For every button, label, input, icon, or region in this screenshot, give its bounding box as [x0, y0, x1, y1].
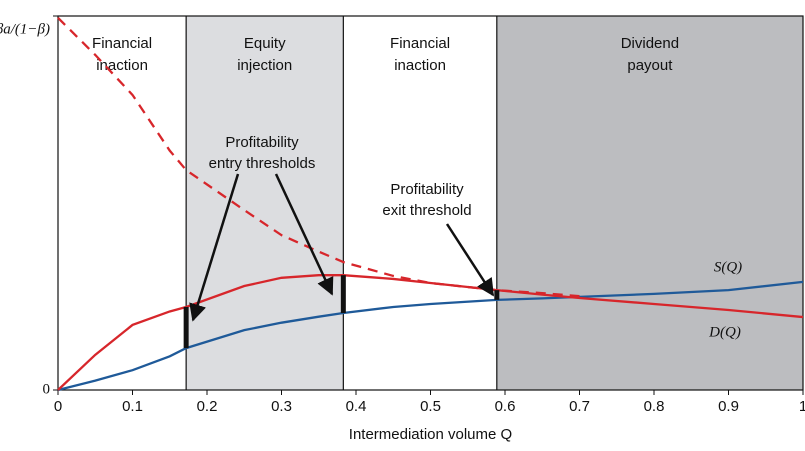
region [496, 16, 803, 390]
x-axis-label: Intermediation volume Q [349, 426, 512, 443]
series-label: D(Q) [708, 324, 741, 340]
region-label: Financial [92, 35, 152, 52]
x-tick-label: 0.9 [718, 398, 739, 415]
arrow [445, 223, 495, 297]
x-tick-label: 0.5 [420, 398, 441, 415]
region [58, 16, 187, 390]
x-tick-label: 1 [799, 398, 805, 415]
arrows [189, 173, 495, 322]
region-label: Dividend [621, 35, 679, 52]
x-tick-label: 0.7 [569, 398, 590, 415]
annotation: Profitability [225, 134, 299, 151]
x-tick-label: 0.2 [197, 398, 218, 415]
region [186, 16, 344, 390]
region-label: payout [627, 57, 673, 74]
region-label: injection [237, 57, 292, 74]
region-label: inaction [96, 57, 148, 74]
region [343, 16, 497, 390]
region-label: Equity [244, 35, 286, 52]
arrow [189, 173, 240, 322]
x-tick-label: 0 [54, 398, 62, 415]
x-tick-label: 0.3 [271, 398, 292, 415]
x-tick-label: 0.4 [346, 398, 367, 415]
arrow [274, 173, 334, 296]
y-tick-label: 0 [43, 381, 51, 397]
y-tick-label: βa/(1−β) [0, 21, 50, 37]
series-label: S(Q) [714, 259, 742, 275]
region-label: Financial [390, 35, 450, 52]
annotation: exit threshold [382, 202, 471, 219]
x-tick-label: 0.6 [495, 398, 516, 415]
x-tick-label: 0.1 [122, 398, 143, 415]
annotation: entry thresholds [209, 155, 316, 172]
x-tick-label: 0.8 [644, 398, 665, 415]
annotation: Profitability [390, 181, 464, 198]
regions: Financial inaction Equity injection Financia… [57, 15, 804, 391]
region-label: inaction [394, 57, 446, 74]
